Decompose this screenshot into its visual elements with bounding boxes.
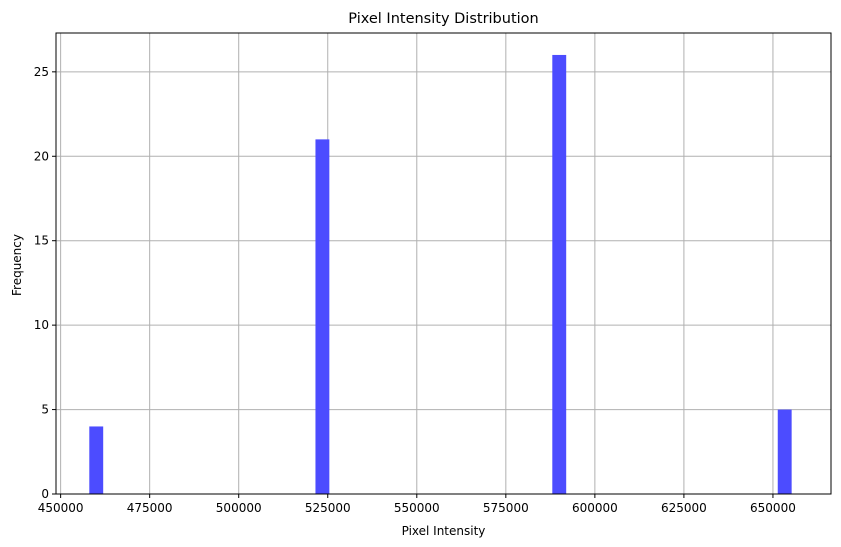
y-tick-label: 25	[34, 65, 49, 79]
x-axis-label: Pixel Intensity	[402, 524, 486, 538]
x-tick-label: 475000	[127, 501, 173, 515]
y-axis-label: Frequency	[10, 234, 24, 296]
y-tick-label: 0	[41, 487, 49, 501]
histogram-bars	[89, 54, 792, 494]
histogram-bar	[777, 409, 792, 494]
plot-frame	[55, 32, 832, 495]
x-tick-label: 525000	[305, 501, 351, 515]
x-tick-label: 600000	[572, 501, 618, 515]
histogram-bar	[89, 426, 104, 494]
y-tick-label: 20	[34, 149, 49, 163]
y-tick-label: 10	[34, 318, 49, 332]
x-tick-label: 575000	[483, 501, 529, 515]
x-axis-ticks: 450000 475000 500000 525000 550000 575000 6000…	[38, 494, 796, 515]
x-tick-label: 450000	[38, 501, 84, 515]
x-tick-label: 500000	[216, 501, 262, 515]
y-axis-ticks: 0 5 10 15 20 25	[34, 65, 56, 501]
y-tick-label: 15	[34, 234, 49, 248]
x-tick-label: 625000	[661, 501, 707, 515]
y-tick-label: 5	[41, 403, 49, 417]
x-tick-label: 550000	[394, 501, 440, 515]
histogram-bar	[315, 139, 330, 494]
histogram-bar	[552, 54, 567, 494]
grid-lines	[56, 33, 831, 495]
x-tick-label: 650000	[750, 501, 796, 515]
chart-title: Pixel Intensity Distribution	[348, 11, 538, 27]
